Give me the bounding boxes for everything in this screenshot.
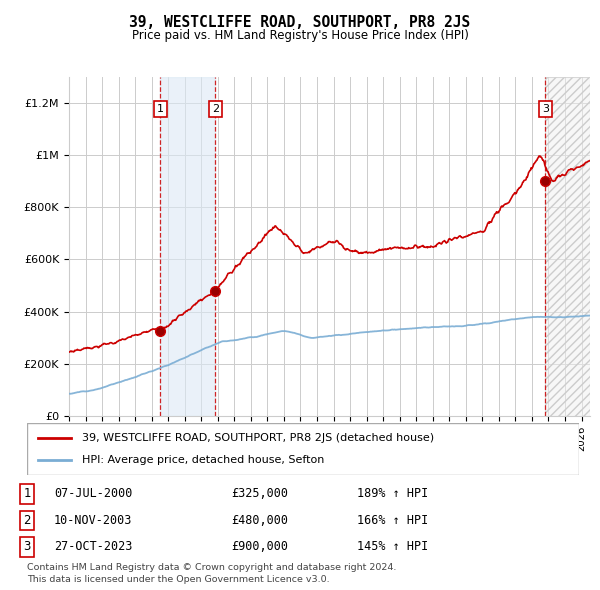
FancyBboxPatch shape: [27, 423, 579, 475]
Text: 10-NOV-2003: 10-NOV-2003: [54, 514, 133, 527]
Text: 1: 1: [23, 487, 31, 500]
Text: Price paid vs. HM Land Registry's House Price Index (HPI): Price paid vs. HM Land Registry's House …: [131, 30, 469, 42]
Bar: [545, 77, 590, 416]
Text: £480,000: £480,000: [231, 514, 288, 527]
Text: 27-OCT-2023: 27-OCT-2023: [54, 540, 133, 553]
Text: 3: 3: [23, 540, 31, 553]
Bar: [545, 77, 590, 416]
Text: 39, WESTCLIFFE ROAD, SOUTHPORT, PR8 2JS: 39, WESTCLIFFE ROAD, SOUTHPORT, PR8 2JS: [130, 15, 470, 30]
Text: 39, WESTCLIFFE ROAD, SOUTHPORT, PR8 2JS (detached house): 39, WESTCLIFFE ROAD, SOUTHPORT, PR8 2JS …: [82, 432, 434, 442]
Text: 166% ↑ HPI: 166% ↑ HPI: [357, 514, 428, 527]
Text: 189% ↑ HPI: 189% ↑ HPI: [357, 487, 428, 500]
Text: 145% ↑ HPI: 145% ↑ HPI: [357, 540, 428, 553]
Bar: [160, 77, 215, 416]
Text: 3: 3: [542, 104, 549, 114]
Text: 2: 2: [23, 514, 31, 527]
Text: 1: 1: [157, 104, 164, 114]
Text: 2: 2: [212, 104, 219, 114]
Text: 07-JUL-2000: 07-JUL-2000: [54, 487, 133, 500]
Text: £900,000: £900,000: [231, 540, 288, 553]
Text: £325,000: £325,000: [231, 487, 288, 500]
Text: HPI: Average price, detached house, Sefton: HPI: Average price, detached house, Seft…: [82, 455, 325, 466]
Text: This data is licensed under the Open Government Licence v3.0.: This data is licensed under the Open Gov…: [27, 575, 329, 584]
Text: Contains HM Land Registry data © Crown copyright and database right 2024.: Contains HM Land Registry data © Crown c…: [27, 563, 397, 572]
